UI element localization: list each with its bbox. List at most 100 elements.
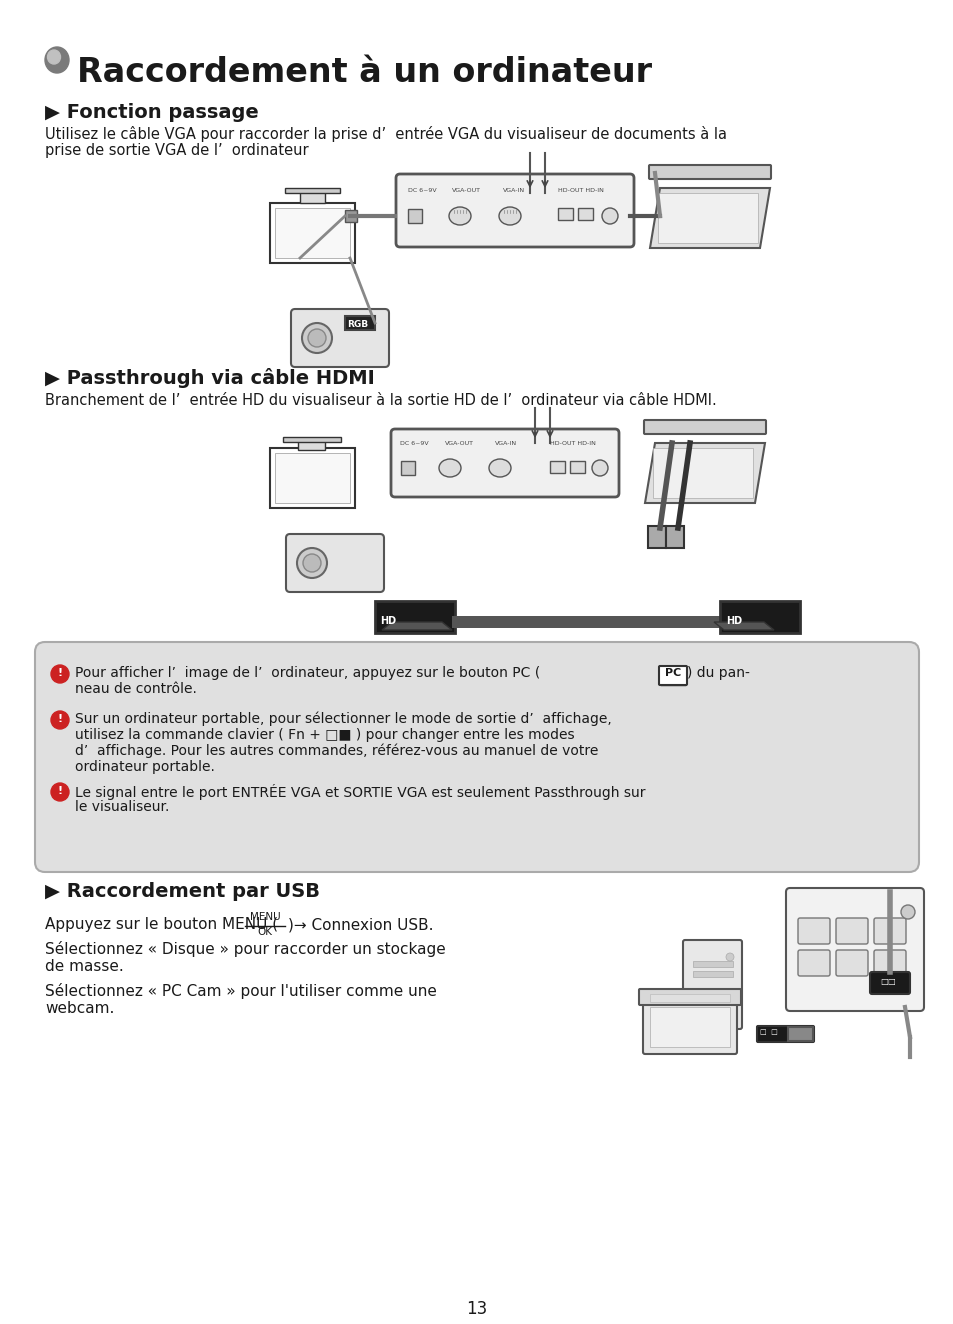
Text: neau de contrôle.: neau de contrôle. (75, 682, 196, 696)
FancyBboxPatch shape (659, 666, 686, 685)
Text: )→ Connexion USB.: )→ Connexion USB. (288, 918, 433, 932)
Ellipse shape (45, 46, 69, 73)
Text: utilisez la commande clavier ( Fn + □■ ) pour changer entre les modes: utilisez la commande clavier ( Fn + □■ )… (75, 728, 574, 741)
Ellipse shape (489, 459, 511, 477)
Bar (692, 961, 732, 967)
Bar (787, 1027, 812, 1041)
Text: MENU: MENU (250, 912, 280, 922)
FancyBboxPatch shape (639, 989, 740, 1005)
Text: de masse.: de masse. (45, 959, 124, 974)
Text: Branchement de l’  entrée HD du visualiseur à la sortie HD de l’  ordinateur via: Branchement de l’ entrée HD du visualise… (45, 393, 716, 408)
Circle shape (296, 548, 327, 579)
Text: HD-OUT HD-IN: HD-OUT HD-IN (550, 441, 596, 446)
Bar (665, 526, 683, 548)
Text: DC 6~9V: DC 6~9V (399, 441, 428, 446)
Bar (375, 601, 455, 633)
Bar (652, 448, 752, 498)
Circle shape (302, 323, 332, 354)
Text: !: ! (57, 714, 63, 724)
Text: RGB: RGB (347, 320, 368, 328)
Ellipse shape (48, 50, 60, 64)
Text: le visualiseur.: le visualiseur. (75, 800, 170, 814)
Polygon shape (649, 188, 769, 248)
Text: Pour afficher l’  image de l’  ordinateur, appuyez sur le bouton PC (: Pour afficher l’ image de l’ ordinateur,… (75, 666, 539, 681)
Circle shape (900, 906, 914, 919)
Bar (345, 211, 356, 222)
Circle shape (308, 328, 326, 347)
Text: HD: HD (379, 616, 395, 626)
Circle shape (725, 953, 733, 961)
Text: d’  affichage. Pour les autres commandes, référez-vous au manuel de votre: d’ affichage. Pour les autres commandes,… (75, 744, 598, 759)
Bar (550, 461, 564, 473)
FancyBboxPatch shape (35, 642, 918, 873)
FancyBboxPatch shape (270, 448, 355, 508)
Polygon shape (713, 622, 773, 630)
FancyBboxPatch shape (291, 308, 389, 367)
Circle shape (51, 711, 69, 730)
FancyBboxPatch shape (835, 951, 867, 976)
Bar (400, 461, 415, 475)
Circle shape (303, 553, 320, 572)
Text: VGA-OUT: VGA-OUT (444, 441, 474, 446)
Ellipse shape (498, 207, 520, 225)
Bar (649, 1008, 729, 1047)
Text: HD-OUT HD-IN: HD-OUT HD-IN (558, 188, 603, 193)
Text: prise de sortie VGA de l’  ordinateur: prise de sortie VGA de l’ ordinateur (45, 143, 309, 158)
FancyBboxPatch shape (835, 918, 867, 944)
Ellipse shape (449, 207, 471, 225)
Bar (274, 453, 350, 503)
Bar (345, 316, 375, 330)
Text: ▶ Passthrough via câble HDMI: ▶ Passthrough via câble HDMI (45, 368, 375, 388)
Text: PC: PC (664, 669, 680, 678)
Bar (408, 209, 421, 222)
Text: ) du pan-: ) du pan- (686, 666, 749, 681)
Text: VGA-OUT: VGA-OUT (452, 188, 480, 193)
FancyBboxPatch shape (797, 918, 829, 944)
Polygon shape (644, 444, 764, 503)
Bar (658, 193, 758, 244)
FancyBboxPatch shape (286, 534, 384, 592)
FancyBboxPatch shape (757, 1026, 813, 1042)
Text: Utilisez le câble VGA pour raccorder la prise d’  entrée VGA du visualiseur de d: Utilisez le câble VGA pour raccorder la … (45, 126, 726, 142)
Bar (720, 601, 800, 633)
FancyBboxPatch shape (785, 888, 923, 1012)
Text: ▶ Raccordement par USB: ▶ Raccordement par USB (45, 882, 319, 902)
Text: □  □: □ □ (760, 1029, 777, 1035)
Text: Le signal entre le port ENTRÉE VGA et SORTIE VGA est seulement Passthrough sur: Le signal entre le port ENTRÉE VGA et SO… (75, 784, 645, 800)
FancyBboxPatch shape (643, 420, 765, 434)
Bar (649, 994, 729, 1002)
FancyBboxPatch shape (873, 951, 905, 976)
Text: DC 6~9V: DC 6~9V (408, 188, 436, 193)
Text: Sélectionnez « Disque » pour raccorder un stockage: Sélectionnez « Disque » pour raccorder u… (45, 941, 445, 957)
Bar (558, 208, 573, 220)
FancyBboxPatch shape (682, 940, 741, 1029)
Bar (647, 526, 665, 548)
Text: Raccordement à un ordinateur: Raccordement à un ordinateur (77, 56, 651, 89)
FancyBboxPatch shape (270, 203, 355, 263)
Bar (452, 616, 721, 628)
FancyBboxPatch shape (869, 972, 909, 994)
Bar (297, 440, 325, 450)
FancyBboxPatch shape (642, 1000, 737, 1054)
Text: OK: OK (257, 927, 273, 937)
Text: VGA-IN: VGA-IN (495, 441, 517, 446)
Bar (285, 188, 339, 193)
Circle shape (592, 459, 607, 477)
Text: ▶ Fonction passage: ▶ Fonction passage (45, 103, 258, 122)
Text: Sélectionnez « PC Cam » pour l'utiliser comme une: Sélectionnez « PC Cam » pour l'utiliser … (45, 982, 436, 1000)
Text: □□: □□ (879, 977, 895, 986)
Ellipse shape (438, 459, 460, 477)
FancyBboxPatch shape (391, 429, 618, 496)
Text: webcam.: webcam. (45, 1001, 114, 1016)
FancyBboxPatch shape (648, 166, 770, 179)
FancyBboxPatch shape (395, 173, 634, 248)
Bar (578, 208, 593, 220)
Bar (283, 437, 340, 442)
Circle shape (51, 782, 69, 801)
Circle shape (601, 208, 618, 224)
Text: HD: HD (725, 616, 741, 626)
Bar (299, 191, 325, 203)
FancyBboxPatch shape (797, 951, 829, 976)
FancyBboxPatch shape (873, 918, 905, 944)
Text: ordinateur portable.: ordinateur portable. (75, 760, 214, 775)
